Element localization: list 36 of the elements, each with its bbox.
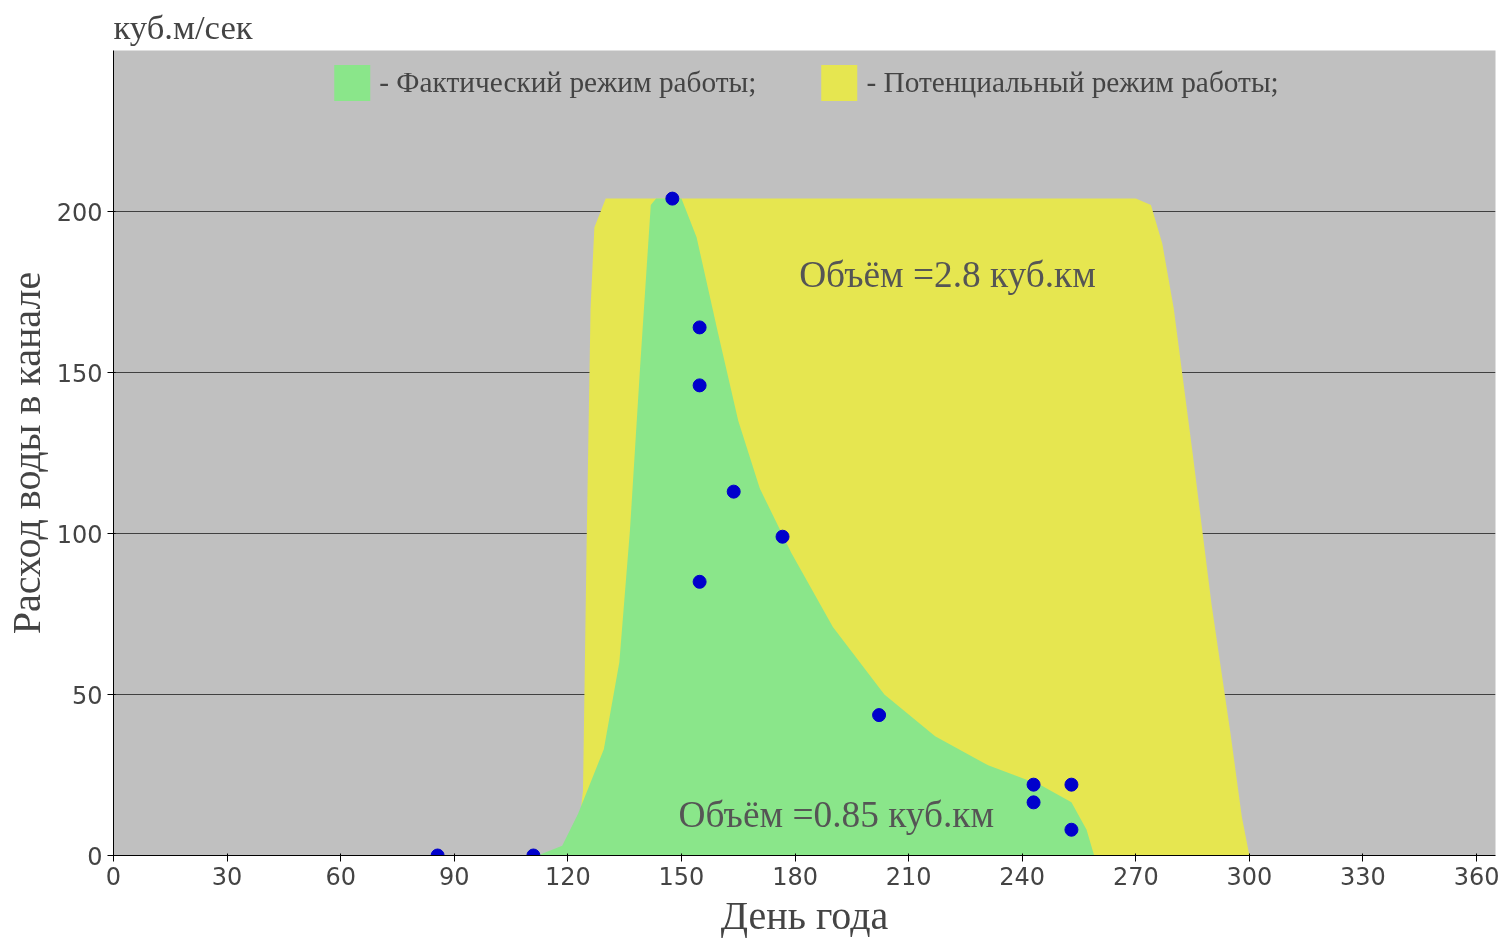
annotation: Объём =2.8 куб.км (799, 254, 1096, 295)
x-tick-label: 90 (439, 862, 470, 891)
x-tick-label: 120 (544, 862, 591, 891)
point (872, 708, 887, 723)
x-axis-title: День года (720, 892, 889, 938)
point (692, 378, 707, 393)
point (775, 529, 790, 544)
point (1026, 795, 1041, 810)
point (692, 574, 707, 589)
annotation: Объём =0.85 куб.км (678, 793, 995, 835)
x-tick-label: 210 (885, 862, 932, 891)
x-tick-label: 30 (211, 862, 243, 891)
point (1026, 777, 1041, 792)
point (692, 320, 707, 335)
point (665, 191, 680, 206)
y-tick-label: 50 (71, 681, 103, 710)
y-axis-title: Расход воды в канале (3, 271, 49, 635)
x-tick-label: 0 (105, 862, 122, 891)
x-tick-label: 330 (1340, 862, 1386, 891)
x-tick-label: 60 (325, 862, 356, 891)
x-tick-label: 240 (999, 862, 1046, 891)
legend-label: - Фактический режим работы; (379, 66, 757, 99)
x-tick-label: 300 (1226, 862, 1273, 891)
x-tick-label: 270 (1112, 862, 1159, 891)
y-tick-label: 100 (56, 520, 103, 549)
point (1064, 777, 1079, 792)
point (1064, 822, 1079, 837)
legend-label: - Потенциальный режим работы; (866, 66, 1279, 99)
y-tick-label: 0 (87, 842, 103, 871)
x-tick-label: 360 (1453, 862, 1500, 891)
x-tick-label: 180 (772, 862, 818, 891)
y-tick-label: 200 (56, 198, 103, 227)
y-tick-label: 150 (56, 359, 103, 388)
point (726, 484, 741, 499)
text: куб.м/сек (113, 7, 253, 46)
x-tick-label: 150 (658, 862, 705, 891)
